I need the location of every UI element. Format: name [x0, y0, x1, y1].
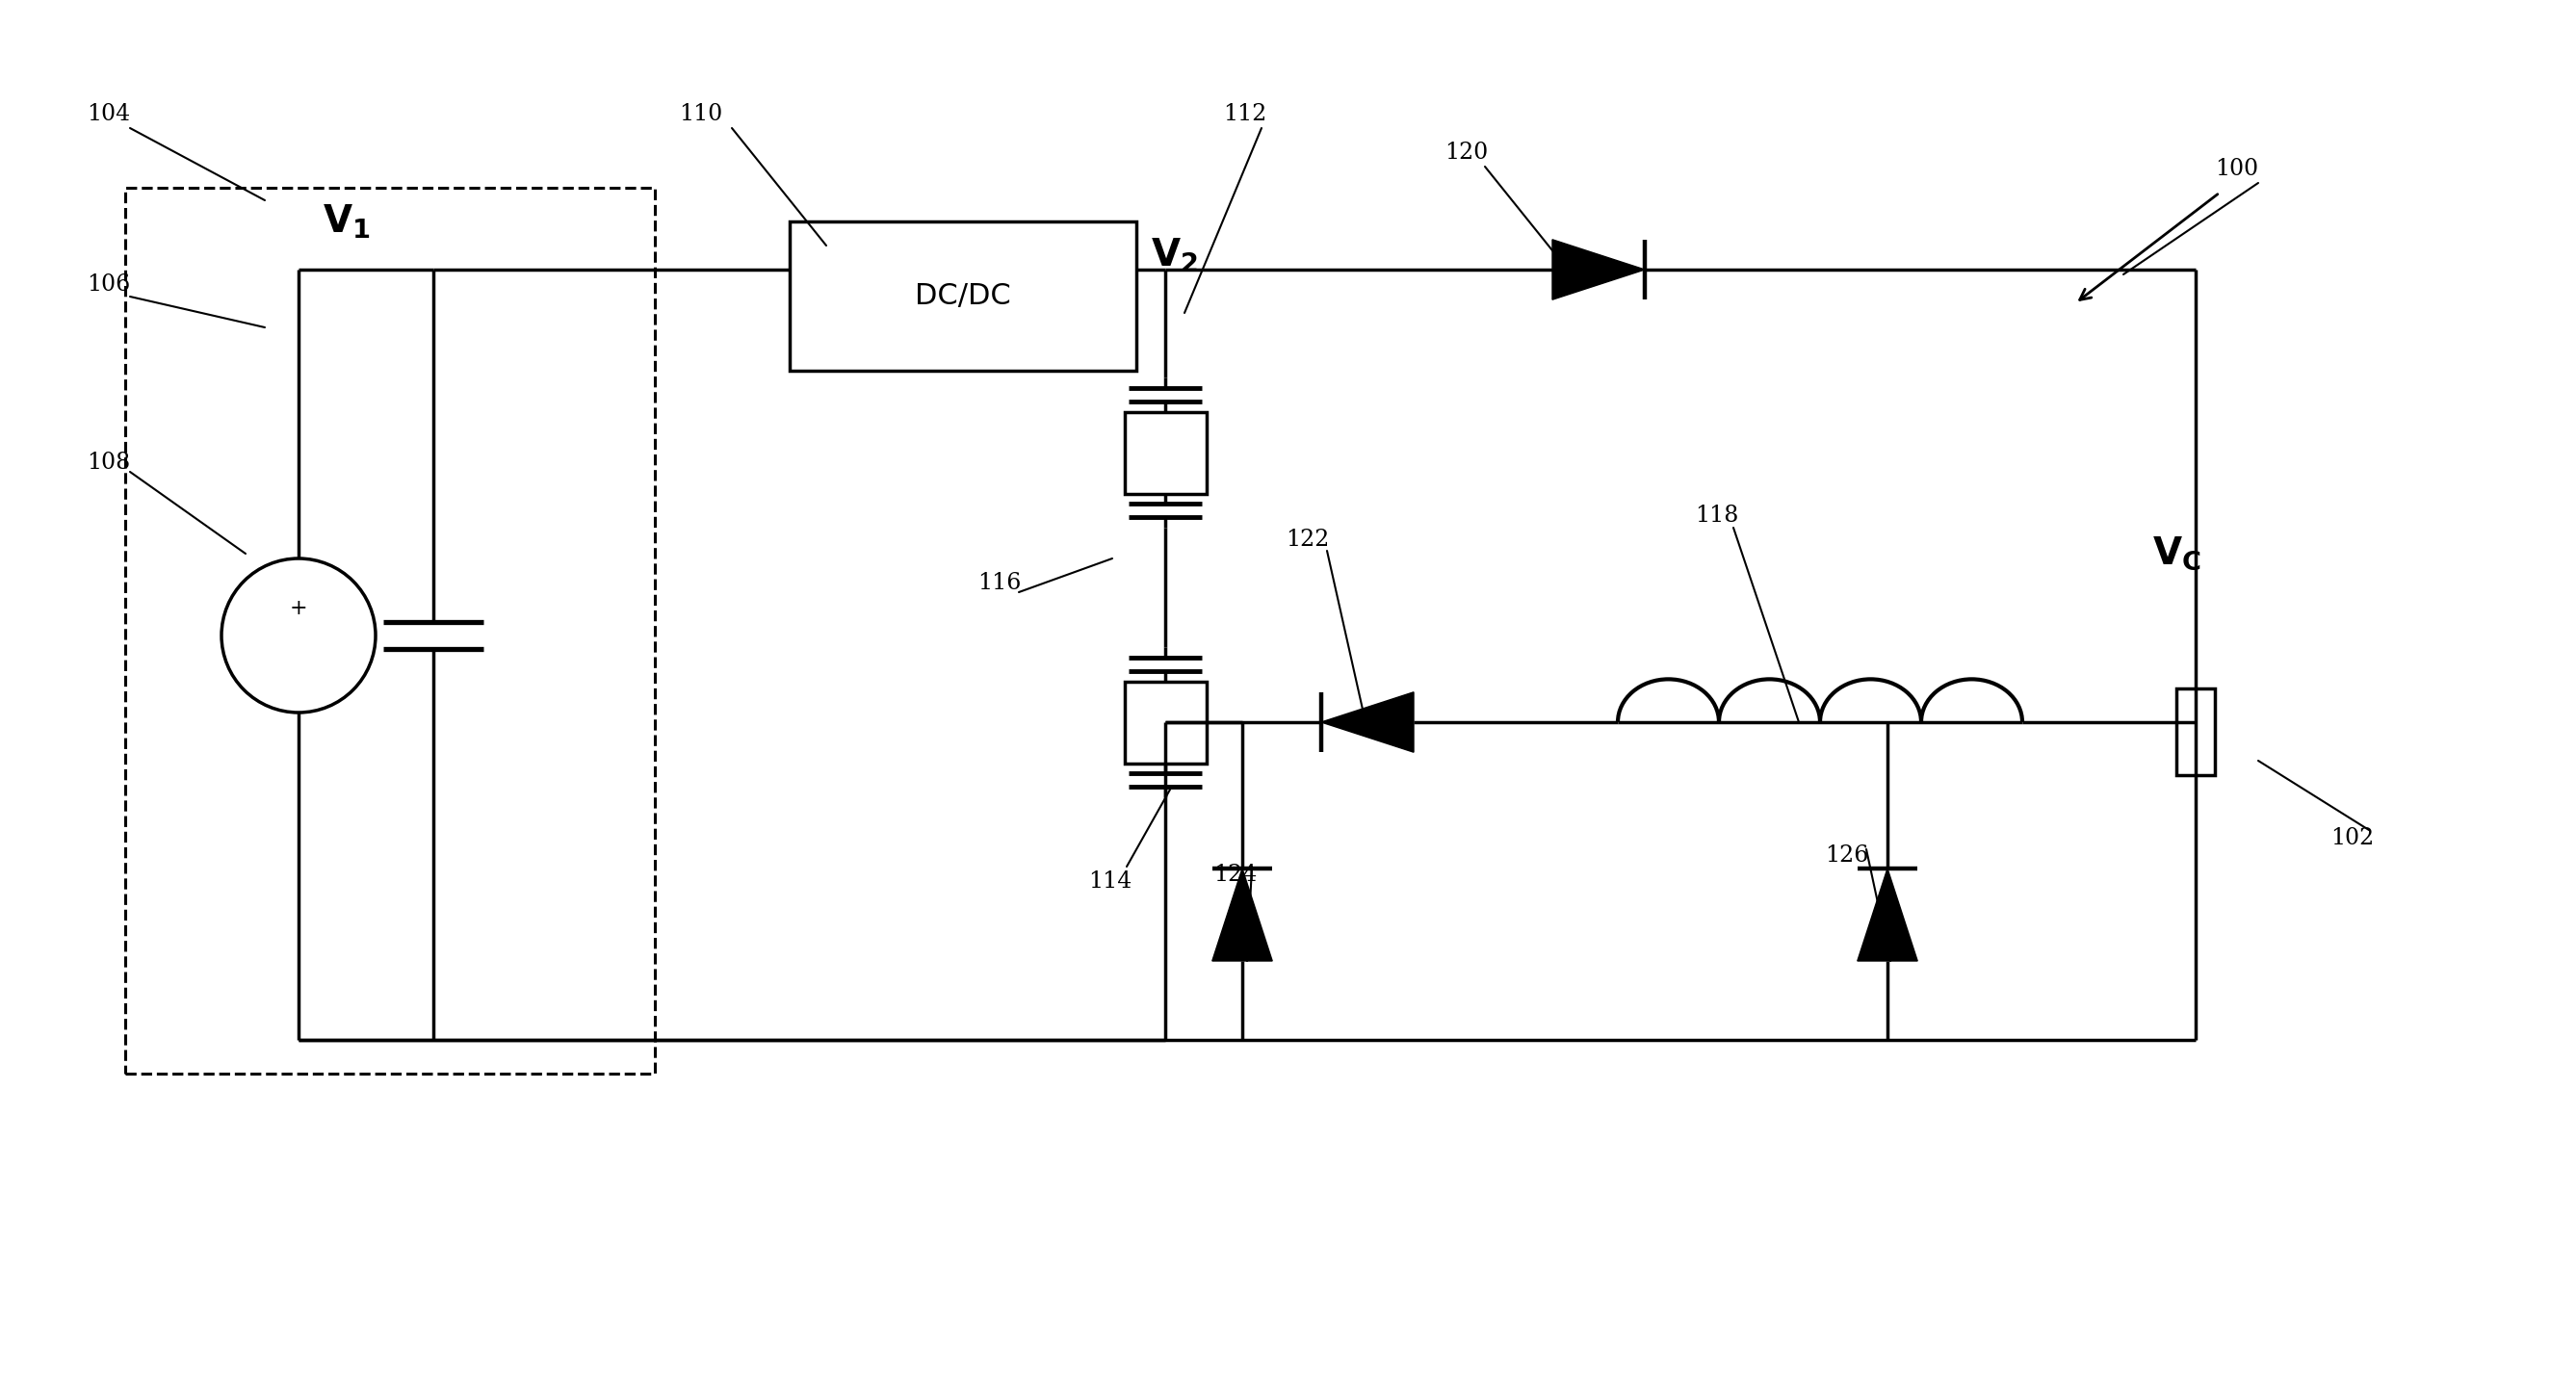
Text: $\mathbf{V_2}$: $\mathbf{V_2}$: [1151, 236, 1198, 274]
Text: 116: 116: [976, 572, 1020, 594]
Text: 110: 110: [680, 103, 721, 125]
Text: 126: 126: [1824, 844, 1868, 866]
Bar: [1126, 412, 1206, 494]
Text: 106: 106: [88, 274, 131, 296]
Bar: [2177, 689, 2215, 776]
Text: 100: 100: [2215, 157, 2259, 180]
Polygon shape: [1553, 239, 1646, 300]
Text: 124: 124: [1213, 864, 1257, 886]
Text: +: +: [289, 598, 307, 619]
Bar: [126, 188, 654, 1074]
Text: 112: 112: [1224, 103, 1267, 125]
Bar: [791, 221, 1136, 371]
Text: 114: 114: [1087, 870, 1131, 892]
Polygon shape: [1213, 869, 1273, 961]
Text: DC/DC: DC/DC: [914, 282, 1010, 309]
Text: $\mathbf{V_1}$: $\mathbf{V_1}$: [322, 202, 371, 241]
Text: 108: 108: [88, 451, 131, 473]
Bar: [1126, 682, 1206, 763]
Text: 102: 102: [2331, 826, 2375, 848]
Text: 122: 122: [1285, 528, 1329, 550]
Polygon shape: [1321, 692, 1414, 752]
Text: 120: 120: [1445, 142, 1489, 164]
Text: 104: 104: [88, 103, 131, 125]
Polygon shape: [1857, 869, 1917, 961]
Text: $\mathbf{V_C}$: $\mathbf{V_C}$: [2154, 535, 2200, 572]
Text: 118: 118: [1695, 505, 1739, 527]
